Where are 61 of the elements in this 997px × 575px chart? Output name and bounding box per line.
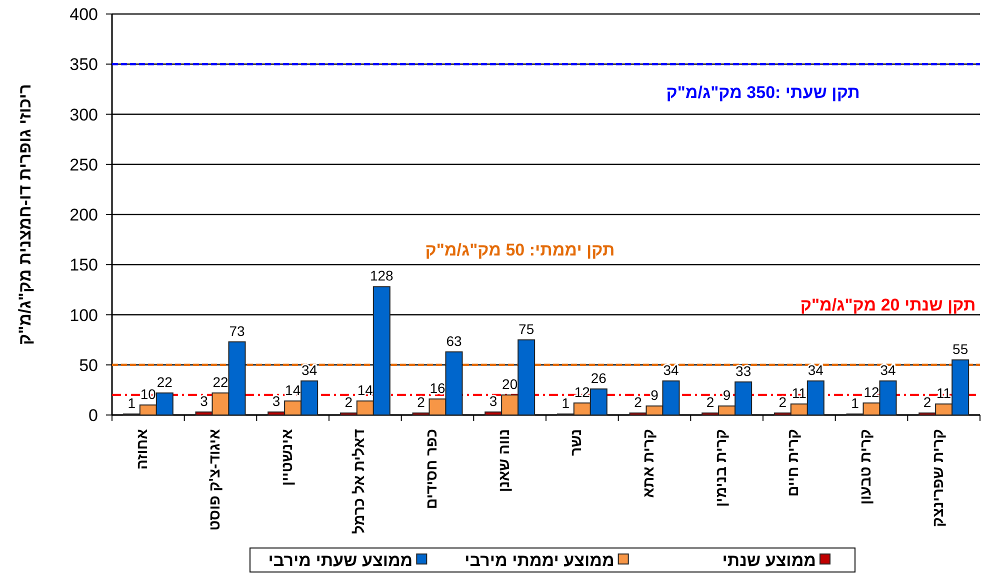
data-label: 2 bbox=[344, 394, 353, 410]
x-tick-label: איגוד-צ'ק פוסט bbox=[206, 429, 224, 531]
data-label: 34 bbox=[808, 362, 824, 378]
data-label: 20 bbox=[502, 376, 518, 392]
x-tick-label: נווה שאנן bbox=[496, 429, 513, 492]
data-label: 9 bbox=[650, 386, 659, 403]
data-label: 75 bbox=[518, 320, 534, 337]
data-label: 34 bbox=[663, 362, 679, 378]
legend-label: ממוצע שנתי bbox=[722, 551, 816, 570]
data-label: 55 bbox=[952, 340, 968, 357]
data-label: 2 bbox=[923, 394, 932, 410]
y-tick-label: 0 bbox=[88, 406, 98, 425]
data-label: 14 bbox=[357, 382, 374, 398]
data-label: 128 bbox=[370, 268, 394, 284]
x-tick-label: אינשטיין bbox=[278, 429, 296, 486]
data-label: 63 bbox=[446, 332, 462, 349]
y-tick-label: 400 bbox=[70, 5, 98, 24]
x-tick-label: קרית שפרינצק bbox=[930, 429, 947, 528]
data-label: 16 bbox=[430, 380, 446, 396]
data-label: 14 bbox=[285, 382, 301, 398]
data-label: 3 bbox=[200, 392, 208, 409]
y-tick-label: 50 bbox=[79, 356, 98, 375]
ref-line-label: תקן שעתי :350 מק"ג/מ"ק bbox=[666, 83, 860, 102]
y-tick-label: 350 bbox=[70, 55, 98, 74]
data-label: 12 bbox=[574, 384, 590, 400]
data-label: 33 bbox=[736, 362, 752, 379]
y-tick-label: 200 bbox=[70, 206, 98, 224]
y-axis-title: ריכוזי גופרית דו-חמצנית מק"ג/מ"ק bbox=[15, 84, 34, 346]
data-label: 1 bbox=[562, 394, 570, 411]
ref-line-label: תקן יממתי: 50 מק"ג/מ"ק bbox=[425, 240, 615, 260]
data-label: 10 bbox=[140, 386, 156, 402]
y-tick-label: 250 bbox=[70, 155, 98, 174]
y-tick-label: 300 bbox=[70, 105, 98, 124]
ref-line-label: תקן שנתי 20 מק"ג/מ"ק bbox=[800, 296, 976, 315]
data-label: 73 bbox=[229, 322, 245, 339]
x-tick-label: נשר bbox=[568, 429, 586, 456]
data-label: 3 bbox=[489, 392, 498, 409]
legend-label: ממוצע שעתי מירבי bbox=[268, 551, 413, 570]
legend-label: ממוצע יממתי מירבי bbox=[464, 551, 614, 570]
x-tick-label: אחוזה bbox=[134, 429, 152, 470]
x-tick-label: כפר חסידים bbox=[423, 429, 440, 510]
data-label: 2 bbox=[778, 394, 787, 410]
data-label: 3 bbox=[272, 392, 280, 409]
data-label: 2 bbox=[417, 394, 426, 410]
x-tick-label: קרית אתא bbox=[640, 429, 658, 498]
y-tick-label: 150 bbox=[70, 256, 98, 275]
x-tick-label: קרית טבעון bbox=[857, 429, 874, 505]
data-label: 22 bbox=[212, 374, 228, 390]
x-tick-label: קרית בנימין bbox=[712, 429, 730, 507]
y-tick-label: 100 bbox=[70, 306, 98, 325]
data-label: 34 bbox=[302, 362, 318, 378]
data-label: 2 bbox=[634, 394, 642, 410]
data-label: 11 bbox=[936, 384, 952, 401]
data-label: 1 bbox=[851, 394, 860, 411]
data-label: 26 bbox=[590, 370, 607, 386]
x-tick-label: דאלית אל כרמל bbox=[351, 428, 368, 534]
data-label: 2 bbox=[706, 394, 714, 410]
x-tick-label: קרית חיים bbox=[785, 429, 802, 497]
data-label: 1 bbox=[128, 394, 136, 411]
data-label: 22 bbox=[156, 374, 173, 390]
data-label: 34 bbox=[880, 362, 896, 378]
